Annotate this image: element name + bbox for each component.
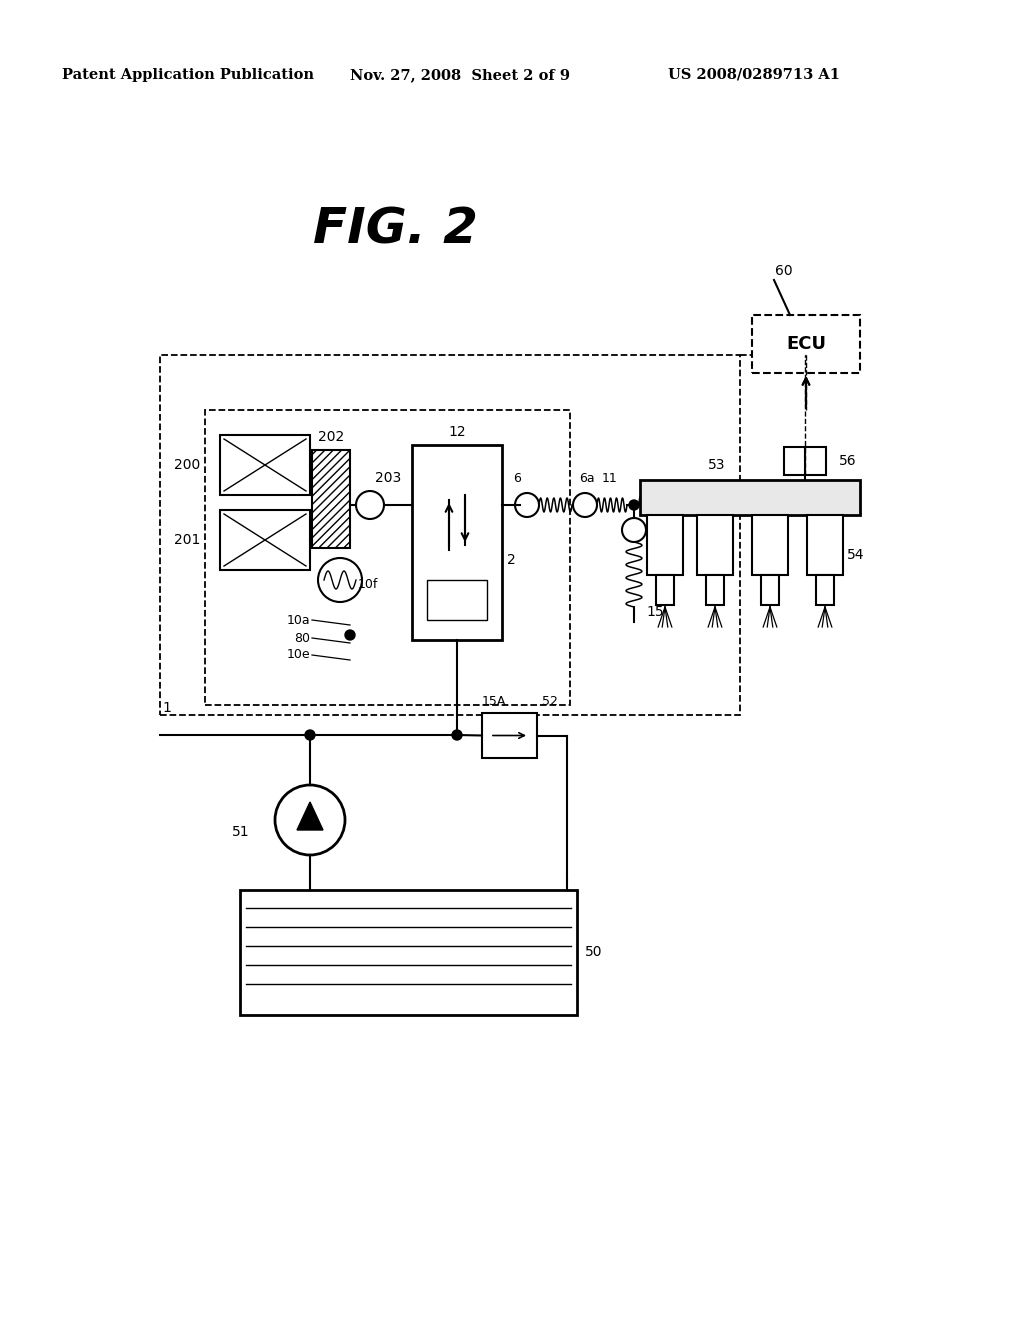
Text: 51: 51 (232, 825, 250, 840)
Bar (482, 713, 537, 758)
Bar (647, 515, 683, 576)
Bar (784, 447, 826, 475)
Bar (816, 576, 834, 605)
Text: 6a: 6a (580, 473, 595, 484)
Bar (412, 445, 502, 640)
Text: 52: 52 (542, 696, 558, 708)
Text: 56: 56 (839, 454, 856, 469)
Text: 53: 53 (709, 458, 726, 473)
Circle shape (356, 491, 384, 519)
Text: US 2008/0289713 A1: US 2008/0289713 A1 (668, 69, 840, 82)
Text: ECU: ECU (786, 335, 826, 352)
Text: 50: 50 (585, 945, 602, 960)
Text: 6: 6 (513, 473, 521, 484)
Bar (640, 480, 860, 515)
Text: 80: 80 (294, 631, 310, 644)
Text: 60: 60 (775, 264, 793, 279)
Polygon shape (297, 803, 323, 830)
Text: Patent Application Publication: Patent Application Publication (62, 69, 314, 82)
Text: 10a: 10a (287, 614, 310, 627)
Bar (427, 579, 487, 620)
Circle shape (629, 500, 639, 510)
Text: 2: 2 (507, 553, 516, 568)
Text: 15: 15 (646, 605, 664, 619)
Bar (312, 450, 350, 548)
Text: 10e: 10e (287, 648, 310, 661)
Text: FIG. 2: FIG. 2 (312, 205, 477, 253)
Circle shape (622, 517, 646, 543)
Circle shape (318, 558, 362, 602)
Bar (205, 411, 570, 705)
Circle shape (573, 492, 597, 517)
Circle shape (452, 730, 462, 741)
Text: 54: 54 (847, 548, 864, 562)
Circle shape (305, 730, 315, 741)
Bar (240, 890, 577, 1015)
Bar (761, 576, 779, 605)
Bar (752, 515, 788, 576)
Text: 11: 11 (602, 473, 617, 484)
Bar (220, 510, 310, 570)
Text: 203: 203 (375, 471, 401, 484)
Circle shape (275, 785, 345, 855)
Text: 10f: 10f (358, 578, 379, 591)
Text: 1: 1 (162, 701, 171, 715)
Bar (160, 355, 740, 715)
Text: 15A: 15A (482, 696, 507, 708)
Bar (807, 515, 843, 576)
Circle shape (515, 492, 539, 517)
Bar (697, 515, 733, 576)
Bar (656, 576, 674, 605)
Circle shape (345, 630, 355, 640)
Text: 202: 202 (317, 430, 344, 444)
Text: Nov. 27, 2008  Sheet 2 of 9: Nov. 27, 2008 Sheet 2 of 9 (350, 69, 570, 82)
Text: 201: 201 (174, 533, 200, 546)
Bar (706, 576, 724, 605)
Text: 200: 200 (174, 458, 200, 473)
Bar (220, 436, 310, 495)
Text: 12: 12 (449, 425, 466, 440)
Bar (752, 315, 860, 374)
